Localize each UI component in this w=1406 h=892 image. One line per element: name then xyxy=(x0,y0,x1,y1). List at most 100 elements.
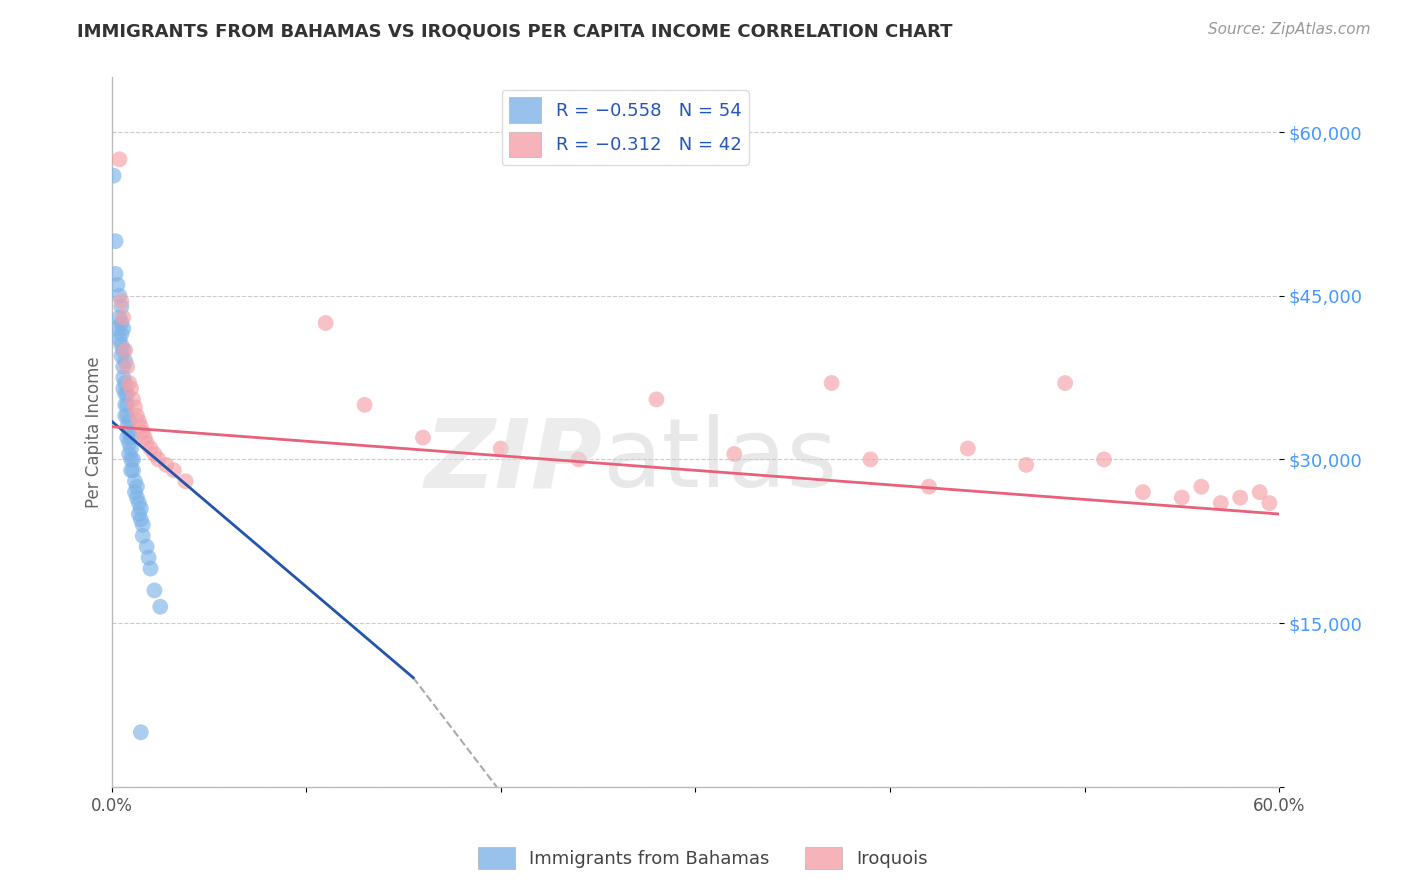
Point xyxy=(489,442,512,456)
Point xyxy=(124,485,146,500)
Point xyxy=(1249,485,1271,500)
Point xyxy=(128,496,150,510)
Point xyxy=(143,447,166,461)
Point xyxy=(1209,496,1232,510)
Point xyxy=(110,326,132,341)
Point xyxy=(120,442,142,456)
Point xyxy=(110,338,132,352)
Point xyxy=(114,387,136,401)
Point xyxy=(112,382,135,396)
Point xyxy=(129,501,152,516)
Point xyxy=(129,512,152,526)
Point xyxy=(115,359,138,374)
Point xyxy=(149,599,172,614)
Point xyxy=(110,349,132,363)
Point xyxy=(110,294,132,309)
Point xyxy=(412,431,434,445)
Point xyxy=(174,475,197,489)
Point xyxy=(128,414,150,428)
Point xyxy=(139,442,162,456)
Point xyxy=(1258,496,1281,510)
Point xyxy=(125,480,148,494)
Point xyxy=(120,452,142,467)
Point xyxy=(118,414,141,428)
Point xyxy=(143,583,166,598)
Point xyxy=(118,436,141,450)
Point xyxy=(118,425,141,439)
Point xyxy=(107,321,129,335)
Point xyxy=(115,431,138,445)
Point xyxy=(120,382,142,396)
Point xyxy=(114,398,136,412)
Point xyxy=(115,419,138,434)
Point xyxy=(108,310,131,325)
Point xyxy=(115,398,138,412)
Point xyxy=(1132,485,1154,500)
Point xyxy=(125,491,148,505)
Text: atlas: atlas xyxy=(602,414,837,507)
Point xyxy=(112,370,135,384)
Point xyxy=(124,475,146,489)
Point xyxy=(118,447,141,461)
Point xyxy=(108,153,131,167)
Point xyxy=(114,376,136,390)
Point xyxy=(115,409,138,423)
Point xyxy=(104,267,127,281)
Point xyxy=(129,419,152,434)
Point xyxy=(112,343,135,358)
Point xyxy=(1092,452,1115,467)
Point xyxy=(114,354,136,368)
Point xyxy=(110,300,132,314)
Point xyxy=(1229,491,1251,505)
Y-axis label: Per Capita Income: Per Capita Income xyxy=(86,356,103,508)
Point xyxy=(104,234,127,248)
Point xyxy=(107,277,129,292)
Point xyxy=(120,431,142,445)
Point xyxy=(568,452,591,467)
Point xyxy=(820,376,842,390)
Point xyxy=(1015,458,1038,472)
Point xyxy=(122,452,145,467)
Point xyxy=(645,392,668,407)
Point xyxy=(129,725,152,739)
Point xyxy=(1171,491,1194,505)
Point xyxy=(155,458,177,472)
Point xyxy=(108,332,131,346)
Text: ZIP: ZIP xyxy=(425,414,602,507)
Point xyxy=(103,169,125,183)
Point xyxy=(1054,376,1077,390)
Point xyxy=(353,398,375,412)
Point xyxy=(723,447,745,461)
Point xyxy=(114,343,136,358)
Point xyxy=(1189,480,1212,494)
Point xyxy=(108,289,131,303)
Point xyxy=(112,321,135,335)
Point xyxy=(122,463,145,477)
Point xyxy=(112,310,135,325)
Text: IMMIGRANTS FROM BAHAMAS VS IROQUOIS PER CAPITA INCOME CORRELATION CHART: IMMIGRANTS FROM BAHAMAS VS IROQUOIS PER … xyxy=(77,22,953,40)
Point xyxy=(315,316,337,330)
Point xyxy=(118,376,141,390)
Text: Source: ZipAtlas.com: Source: ZipAtlas.com xyxy=(1208,22,1371,37)
Point xyxy=(956,442,979,456)
Point xyxy=(135,540,157,554)
Point xyxy=(114,409,136,423)
Point xyxy=(148,452,170,467)
Point xyxy=(132,517,155,532)
Point xyxy=(124,400,146,414)
Point xyxy=(115,387,138,401)
Point xyxy=(163,463,186,477)
Legend: R = −0.558   N = 54, R = −0.312   N = 42: R = −0.558 N = 54, R = −0.312 N = 42 xyxy=(502,90,749,165)
Point xyxy=(110,316,132,330)
Point xyxy=(122,392,145,407)
Point xyxy=(120,463,142,477)
Point xyxy=(128,507,150,521)
Point xyxy=(135,436,157,450)
Point xyxy=(138,550,160,565)
Point xyxy=(134,431,156,445)
Point xyxy=(112,359,135,374)
Legend: Immigrants from Bahamas, Iroquois: Immigrants from Bahamas, Iroquois xyxy=(471,839,935,876)
Point xyxy=(859,452,882,467)
Point xyxy=(132,425,155,439)
Point xyxy=(918,480,941,494)
